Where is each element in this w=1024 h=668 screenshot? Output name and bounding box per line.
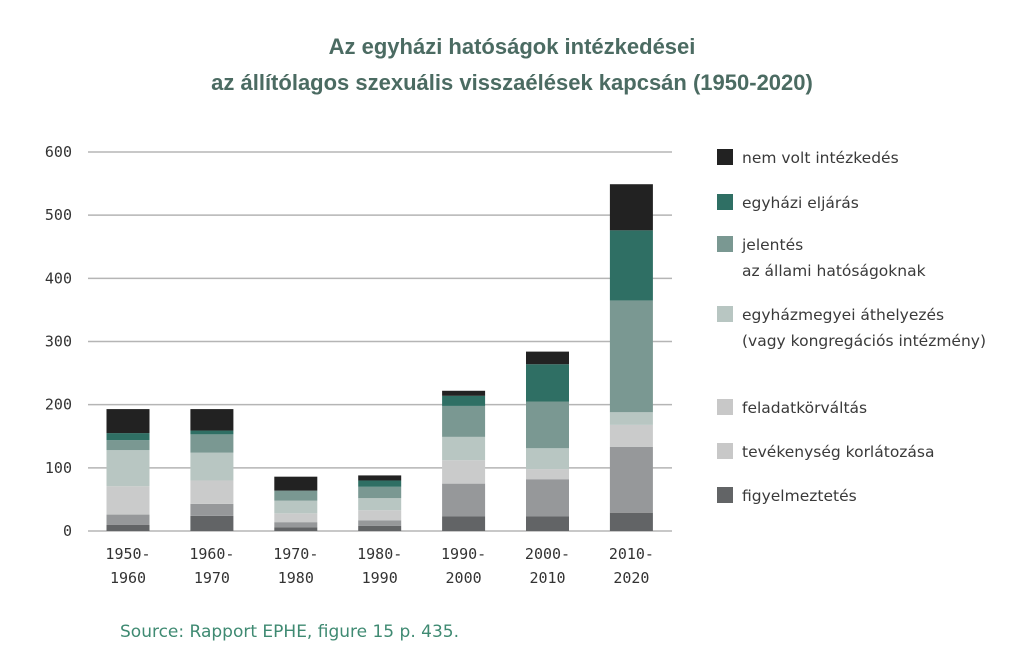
x-tick-label: 1980- [357, 545, 402, 563]
bar-segment [190, 480, 234, 504]
bar-segment [526, 479, 569, 517]
bar-segment [358, 480, 402, 487]
legend-label: az állami hatóságoknak [742, 262, 926, 280]
bar-segment [526, 351, 569, 365]
bar-segment [106, 409, 150, 434]
bar-segment [274, 490, 318, 501]
bar-segment [274, 500, 318, 514]
bar-segment [190, 409, 234, 431]
legend-label: figyelmeztetés [742, 487, 857, 505]
bar-segment [609, 512, 653, 531]
legend-label: nem volt intézkedés [742, 149, 899, 167]
bar-segment [106, 524, 150, 531]
bar-segment [442, 460, 486, 484]
y-tick-label: 100 [45, 459, 72, 477]
legend-swatch [717, 236, 733, 252]
x-tick-label: 2010- [609, 545, 654, 563]
x-tick-label: 2000 [446, 569, 482, 587]
legend-label: jelentés [741, 236, 803, 254]
bar-segment [442, 405, 486, 437]
legend-label: egyházi eljárás [742, 194, 859, 212]
legend-label: tevékenység korlátozása [742, 443, 935, 461]
legend-swatch [717, 443, 733, 459]
y-tick-label: 600 [45, 143, 72, 161]
legend-label: (vagy kongregációs intézmény) [742, 332, 986, 350]
bar-segment [106, 514, 150, 525]
bar-segment [358, 525, 402, 531]
bar-segment [609, 230, 653, 301]
x-tick-label: 1990- [441, 545, 486, 563]
bar-segment [190, 503, 234, 516]
x-tick-label: 1960 [110, 569, 146, 587]
legend-swatch [717, 487, 733, 503]
x-tick-label: 1990 [362, 569, 398, 587]
bar-segment [190, 434, 234, 453]
bar-segment [106, 433, 150, 441]
bar-segment [609, 424, 653, 447]
bar-segment [526, 469, 569, 480]
bar-segment [274, 522, 318, 528]
legend-swatch [717, 149, 733, 165]
legend-swatch [717, 194, 733, 210]
bar-segment [106, 486, 150, 515]
x-tick-label: 1980 [278, 569, 314, 587]
bar-segment [526, 448, 569, 470]
bar-segment [609, 300, 653, 413]
legend-label: feladatkörváltás [742, 399, 867, 417]
bar-segment [609, 446, 653, 513]
chart-title-line-2: az állítólagos szexuális visszaélések ka… [211, 70, 813, 95]
bar-segment [442, 390, 486, 396]
bar-segment [190, 430, 234, 435]
source-note: Source: Rapport EPHE, figure 15 p. 435. [120, 622, 459, 642]
y-tick-label: 400 [45, 269, 72, 287]
x-tick-label: 2010 [529, 569, 565, 587]
bar-segment [274, 513, 318, 523]
bar-segment [358, 510, 402, 521]
bar-segment [190, 452, 234, 481]
x-tick-label: 2020 [613, 569, 649, 587]
x-tick-label: 1970- [273, 545, 318, 563]
bar-segment [526, 401, 569, 449]
y-tick-label: 300 [45, 333, 72, 351]
chart-title-line-1: Az egyházi hatóságok intézkedései [328, 34, 696, 59]
bar-segment [190, 515, 234, 531]
y-tick-label: 200 [45, 396, 72, 414]
bar-segment [442, 483, 486, 517]
bar-segment [358, 475, 402, 481]
y-tick-label: 0 [63, 522, 72, 540]
bar-segment [609, 184, 653, 231]
y-tick-label: 500 [45, 206, 72, 224]
x-tick-label: 1970 [194, 569, 230, 587]
bar-segment [609, 412, 653, 425]
x-tick-label: 1950- [105, 545, 150, 563]
legend-label: egyházmegyei áthelyezés [742, 306, 944, 324]
x-tick-label: 2000- [525, 545, 570, 563]
legend-swatch [717, 306, 733, 322]
bar-segment [358, 486, 402, 499]
bar-segment [442, 395, 486, 406]
bar-segment [274, 527, 318, 531]
bar-segment [106, 440, 150, 451]
x-tick-label: 1960- [189, 545, 234, 563]
bar-segment [526, 364, 569, 402]
bar-segment [442, 436, 486, 461]
bar-segment [106, 450, 150, 487]
bar-segment [358, 520, 402, 526]
bar-segment [274, 476, 318, 491]
legend-swatch [717, 399, 733, 415]
bar-segment [442, 516, 486, 531]
bar-segment [358, 498, 402, 511]
bar-segment [526, 516, 569, 531]
